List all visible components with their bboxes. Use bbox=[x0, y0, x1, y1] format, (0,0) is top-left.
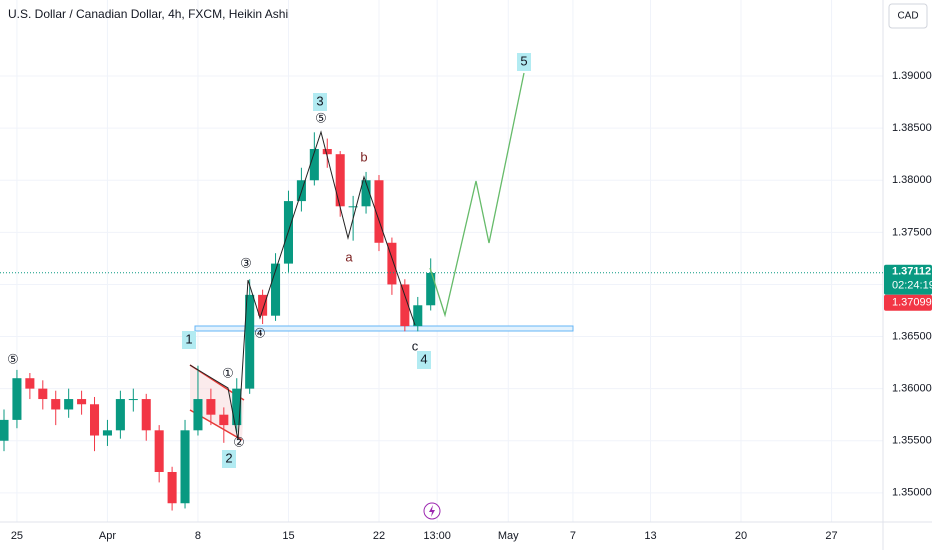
channel-fill bbox=[190, 365, 244, 440]
candle-body bbox=[12, 378, 22, 420]
candle-body bbox=[400, 284, 410, 327]
wave-label: 3 bbox=[316, 93, 323, 108]
label-box bbox=[517, 53, 531, 71]
candle-body bbox=[426, 272, 436, 306]
x-tick-label: 25 bbox=[11, 530, 23, 542]
candle-body bbox=[348, 206, 358, 208]
candle-body bbox=[102, 430, 112, 436]
wave-label: 2 bbox=[225, 450, 232, 465]
candle-body bbox=[413, 305, 423, 327]
candle-body bbox=[322, 148, 332, 155]
x-tick-label: 13 bbox=[644, 530, 656, 542]
event-icon-bolt bbox=[429, 505, 435, 517]
y-tick-label: 1.35000 bbox=[892, 487, 932, 499]
y-tick-label: 1.35500 bbox=[892, 435, 932, 447]
y-tick-label: 1.39000 bbox=[892, 70, 932, 82]
y-tick-label: 1.38000 bbox=[892, 174, 932, 186]
x-tick-label: 8 bbox=[195, 530, 201, 542]
candle-body bbox=[387, 242, 397, 285]
x-tick-label: 13:00 bbox=[423, 530, 451, 542]
candle-body bbox=[51, 399, 61, 410]
subwave-label: ⑤ bbox=[315, 110, 327, 125]
bid-price: 1.37099 bbox=[892, 297, 932, 309]
support-zone bbox=[194, 325, 574, 332]
candle-body bbox=[232, 388, 242, 426]
label-box bbox=[182, 331, 196, 349]
candle-body bbox=[219, 414, 229, 426]
x-tick-label: 27 bbox=[825, 530, 837, 542]
bid-price-box bbox=[884, 294, 932, 311]
candle-body bbox=[0, 419, 9, 441]
candle-body bbox=[374, 180, 384, 243]
x-tick-label: May bbox=[498, 530, 519, 542]
candle-body bbox=[245, 294, 255, 389]
candle-body bbox=[167, 471, 177, 504]
label-box bbox=[313, 93, 327, 111]
subwave-label: ③ bbox=[240, 255, 252, 270]
x-tick-label: 20 bbox=[735, 530, 747, 542]
candle-body bbox=[271, 263, 281, 316]
projection-line bbox=[429, 72, 525, 318]
wave-label: 5 bbox=[520, 53, 527, 68]
wave-label: 1 bbox=[185, 331, 192, 346]
currency: CAD bbox=[897, 11, 918, 22]
last-price-box bbox=[884, 264, 932, 295]
candle-body bbox=[77, 399, 87, 405]
candle-body bbox=[115, 399, 125, 431]
x-tick-label: 7 bbox=[570, 530, 576, 542]
candle-body bbox=[193, 399, 203, 431]
candle-body bbox=[154, 430, 164, 472]
subwave-label: ④ bbox=[254, 325, 266, 340]
candle-body bbox=[309, 148, 319, 181]
subwave-label: ② bbox=[233, 434, 245, 449]
x-tick-label: Apr bbox=[99, 530, 116, 542]
label-box bbox=[417, 351, 431, 369]
annotations: 5 3 ⑤ b a ③ ④ 1 c 4 ① ⑤ ② 2 bbox=[7, 53, 531, 468]
candle-body bbox=[141, 399, 151, 431]
candle-body bbox=[128, 399, 138, 401]
candle-body bbox=[64, 399, 74, 410]
countdown: 02:24:19 bbox=[892, 280, 932, 292]
wave-label: 4 bbox=[420, 351, 427, 366]
subwave-label: ① bbox=[222, 365, 234, 380]
wave-label: a bbox=[345, 249, 353, 264]
axes: 1.350001.355001.360001.365001.370001.375… bbox=[0, 70, 932, 542]
y-tick-label: 1.38500 bbox=[892, 122, 932, 134]
wave-line bbox=[189, 130, 416, 441]
y-tick-label: 1.36500 bbox=[892, 330, 932, 342]
currency-button[interactable] bbox=[888, 3, 928, 29]
candle-body bbox=[38, 388, 48, 400]
candle-body bbox=[361, 180, 371, 207]
candle-body bbox=[180, 430, 190, 504]
wave-label: b bbox=[360, 149, 367, 164]
last-price: 1.37112 bbox=[892, 266, 931, 278]
chart-title: U.S. Dollar / Canadian Dollar, 4h, FXCM,… bbox=[8, 7, 288, 21]
candle-body bbox=[89, 404, 100, 436]
candle-body bbox=[258, 294, 268, 316]
candle-body bbox=[25, 378, 35, 389]
y-tick-label: 1.36000 bbox=[892, 383, 932, 395]
x-tick-label: 22 bbox=[373, 530, 385, 542]
candle-body bbox=[335, 154, 345, 207]
candle-body bbox=[206, 399, 216, 415]
subwave-label: ⑤ bbox=[7, 351, 19, 366]
y-tick-label: 1.37500 bbox=[892, 226, 932, 238]
label-box bbox=[222, 450, 236, 468]
x-tick-label: 15 bbox=[282, 530, 294, 542]
wave-label: c bbox=[412, 338, 419, 353]
